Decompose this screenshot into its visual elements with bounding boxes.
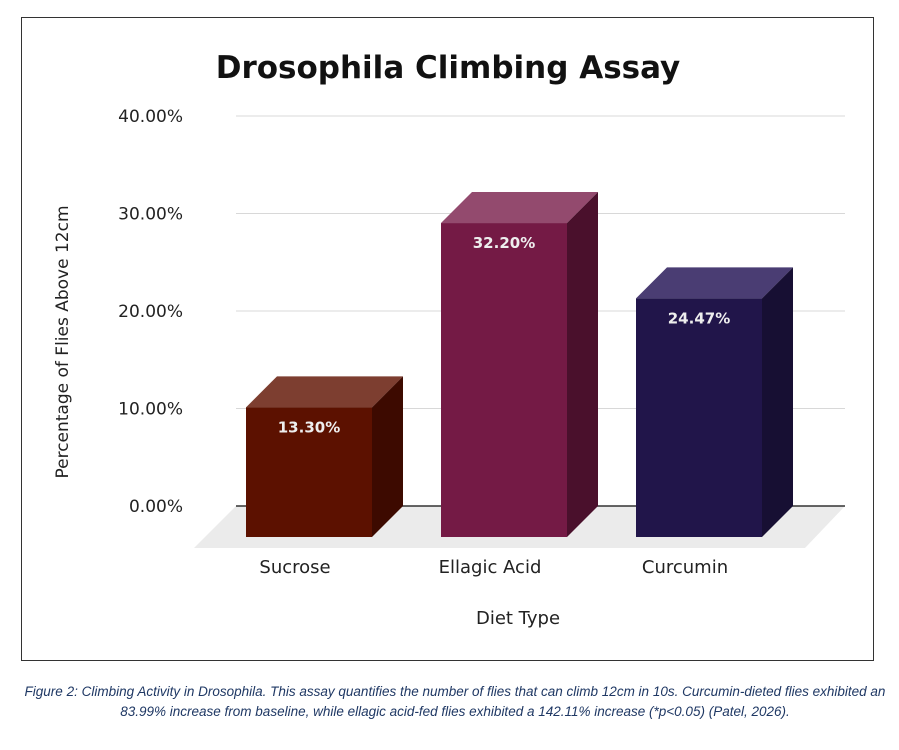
bar-side (372, 376, 403, 537)
x-tick-label: Sucrose (259, 557, 330, 578)
y-tick-label: 0.00% (129, 497, 183, 517)
bar (441, 223, 567, 538)
data-label: 32.20% (473, 234, 535, 252)
chart-title: Drosophila Climbing Assay (216, 50, 681, 86)
x-tick-label: Ellagic Acid (439, 557, 542, 578)
y-tick-label: 30.00% (118, 205, 183, 225)
bar-top (636, 267, 793, 299)
x-axis-label: Diet Type (476, 608, 560, 629)
bar-top (246, 376, 403, 408)
y-tick-label: 10.00% (118, 400, 183, 420)
bar-side (762, 267, 793, 537)
chart-frame (21, 17, 874, 661)
y-axis-label: Percentage of Flies Above 12cm (53, 205, 73, 478)
bar (246, 407, 372, 537)
bar-chart: Drosophila Climbing Assay Percentage of … (53, 50, 845, 629)
data-label: 13.30% (278, 418, 340, 436)
data-label: 24.47% (668, 309, 730, 327)
figure-caption: Figure 2: Climbing Activity in Drosophil… (24, 684, 886, 719)
bar-top (441, 192, 598, 224)
bar-side (567, 192, 598, 538)
y-tick-label: 20.00% (118, 302, 183, 322)
x-tick-label: Curcumin (642, 557, 728, 578)
y-tick-label: 40.00% (118, 107, 183, 127)
bar (636, 298, 762, 537)
